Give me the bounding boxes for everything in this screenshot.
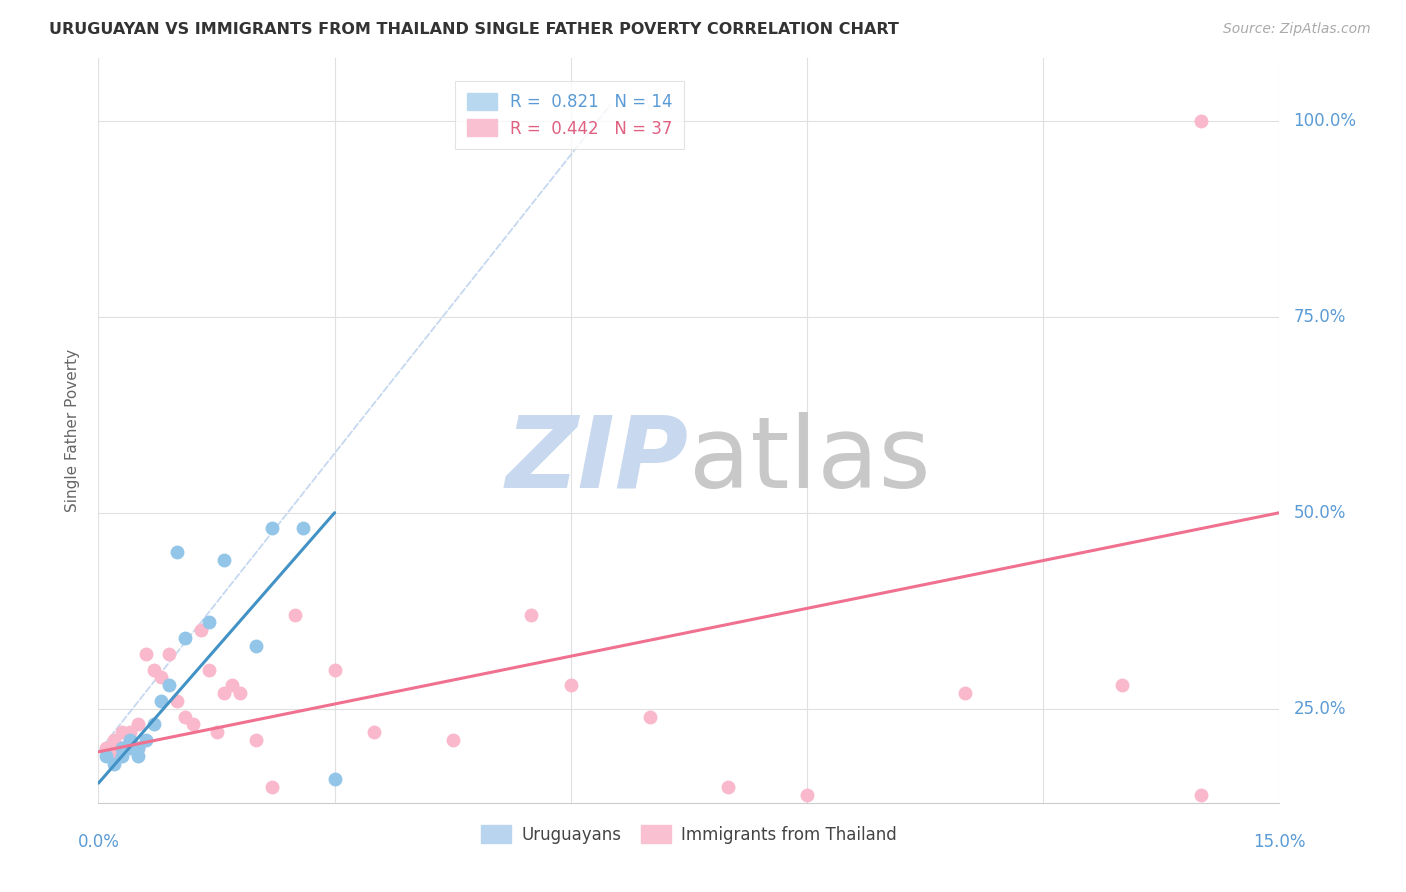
Text: 75.0%: 75.0%: [1294, 308, 1346, 326]
Point: [157, 678, 180, 692]
Point: [142, 717, 165, 731]
Point: [190, 624, 212, 638]
Point: [118, 733, 141, 747]
Point: [197, 615, 219, 630]
Text: 0.0%: 0.0%: [77, 833, 120, 851]
Text: 15.0%: 15.0%: [1253, 833, 1306, 851]
Point: [135, 733, 157, 747]
Point: [127, 740, 149, 755]
Point: [520, 607, 543, 622]
Text: ZIP: ZIP: [506, 412, 689, 508]
Legend: Uruguayans, Immigrants from Thailand: Uruguayans, Immigrants from Thailand: [474, 819, 904, 850]
Point: [205, 725, 228, 739]
Point: [1189, 113, 1212, 128]
Point: [103, 733, 125, 747]
Text: 100.0%: 100.0%: [1294, 112, 1357, 129]
Point: [174, 631, 197, 645]
Point: [638, 709, 661, 723]
Point: [214, 686, 236, 700]
Point: [111, 740, 134, 755]
Point: [96, 740, 118, 755]
Point: [245, 639, 267, 653]
Point: [292, 521, 315, 535]
Point: [142, 663, 165, 677]
Text: 50.0%: 50.0%: [1294, 504, 1346, 522]
Point: [157, 647, 180, 661]
Point: [953, 686, 976, 700]
Point: [245, 733, 267, 747]
Point: [363, 725, 385, 739]
Point: [214, 553, 236, 567]
Point: [174, 709, 197, 723]
Point: [197, 663, 219, 677]
Text: Source: ZipAtlas.com: Source: ZipAtlas.com: [1223, 22, 1371, 37]
Point: [127, 748, 149, 763]
Point: [118, 740, 141, 755]
Point: [181, 717, 204, 731]
Point: [150, 670, 173, 684]
Y-axis label: Single Father Poverty: Single Father Poverty: [65, 349, 80, 512]
Point: [441, 733, 464, 747]
Point: [150, 694, 173, 708]
Point: [103, 756, 125, 771]
Point: [796, 788, 818, 802]
Point: [96, 748, 118, 763]
Point: [560, 678, 582, 692]
Point: [118, 733, 141, 747]
Point: [284, 607, 307, 622]
Point: [111, 740, 134, 755]
Text: URUGUAYAN VS IMMIGRANTS FROM THAILAND SINGLE FATHER POVERTY CORRELATION CHART: URUGUAYAN VS IMMIGRANTS FROM THAILAND SI…: [49, 22, 898, 37]
Point: [111, 748, 134, 763]
Point: [323, 663, 346, 677]
Point: [111, 725, 134, 739]
Point: [260, 780, 283, 794]
Point: [717, 780, 740, 794]
Point: [166, 545, 188, 559]
Point: [166, 694, 188, 708]
Point: [229, 686, 252, 700]
Point: [1189, 788, 1212, 802]
Text: atlas: atlas: [689, 412, 931, 508]
Point: [221, 678, 243, 692]
Text: 25.0%: 25.0%: [1294, 699, 1346, 718]
Point: [127, 740, 149, 755]
Point: [127, 717, 149, 731]
Point: [323, 772, 346, 787]
Point: [135, 647, 157, 661]
Point: [118, 725, 141, 739]
Point: [1111, 678, 1133, 692]
Point: [260, 521, 283, 535]
Point: [103, 748, 125, 763]
